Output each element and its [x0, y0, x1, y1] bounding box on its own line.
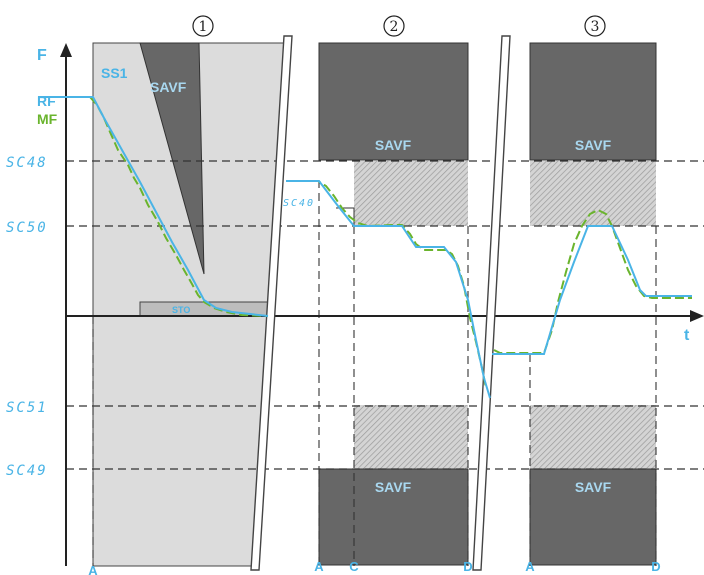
time-marker-a-2: A — [314, 559, 324, 574]
sc49-label: SC49 — [6, 463, 48, 479]
savf-label-section-1: SAVF — [150, 79, 187, 95]
sc50-label: SC50 — [6, 220, 48, 236]
hatched-lower-zone-3 — [530, 405, 656, 469]
hatched-upper-zone-2 — [354, 161, 468, 226]
savf-label-upper-2: SAVF — [375, 137, 412, 153]
svg-text:2: 2 — [390, 19, 399, 35]
sc40-label: SC40 — [283, 198, 315, 209]
time-marker-c: C — [349, 559, 359, 574]
svg-text:3: 3 — [591, 19, 600, 35]
mf-curve-section-3 — [493, 208, 692, 354]
section-marker-1: 1 — [192, 15, 214, 37]
section-marker-2: 2 — [383, 15, 405, 37]
hatched-upper-zone-3 — [530, 161, 656, 226]
y-axis-arrow — [60, 43, 72, 57]
ss1-label: SS1 — [101, 65, 128, 81]
rf-curve-section-1 — [38, 96, 269, 317]
sc48-label: SC48 — [6, 155, 48, 171]
x-axis-label: t — [684, 327, 690, 344]
section-marker-3: 3 — [584, 15, 606, 37]
time-marker-a-1: A — [88, 563, 98, 575]
hatched-lower-zone-2 — [354, 405, 468, 469]
mf-curve-section-2 — [286, 180, 487, 389]
rf-curve-section-2 — [286, 180, 491, 399]
x-axis-arrow — [690, 310, 704, 322]
rf-legend-label: RF — [37, 93, 56, 109]
rf-curve-section-3 — [492, 225, 692, 355]
time-marker-d-3: D — [651, 559, 660, 574]
savf-label-lower-3: SAVF — [575, 479, 612, 495]
sc51-label: SC51 — [6, 400, 48, 416]
savf-upper-zone-2 — [318, 42, 469, 161]
sto-label: STO — [172, 305, 190, 315]
mf-legend-label: MF — [37, 111, 58, 127]
y-axis-label: F — [37, 47, 47, 64]
time-marker-a-3: A — [525, 559, 535, 574]
savf-triangle — [139, 42, 205, 275]
break-marker-1 — [250, 35, 293, 571]
savf-label-lower-2: SAVF — [375, 479, 412, 495]
break-marker-2 — [472, 35, 511, 571]
savf-lower-zone-2 — [318, 468, 469, 566]
savf-upper-zone-3 — [529, 42, 657, 161]
svg-text:1: 1 — [199, 19, 208, 35]
time-marker-d-2: D — [463, 559, 472, 574]
savf-label-upper-3: SAVF — [575, 137, 612, 153]
